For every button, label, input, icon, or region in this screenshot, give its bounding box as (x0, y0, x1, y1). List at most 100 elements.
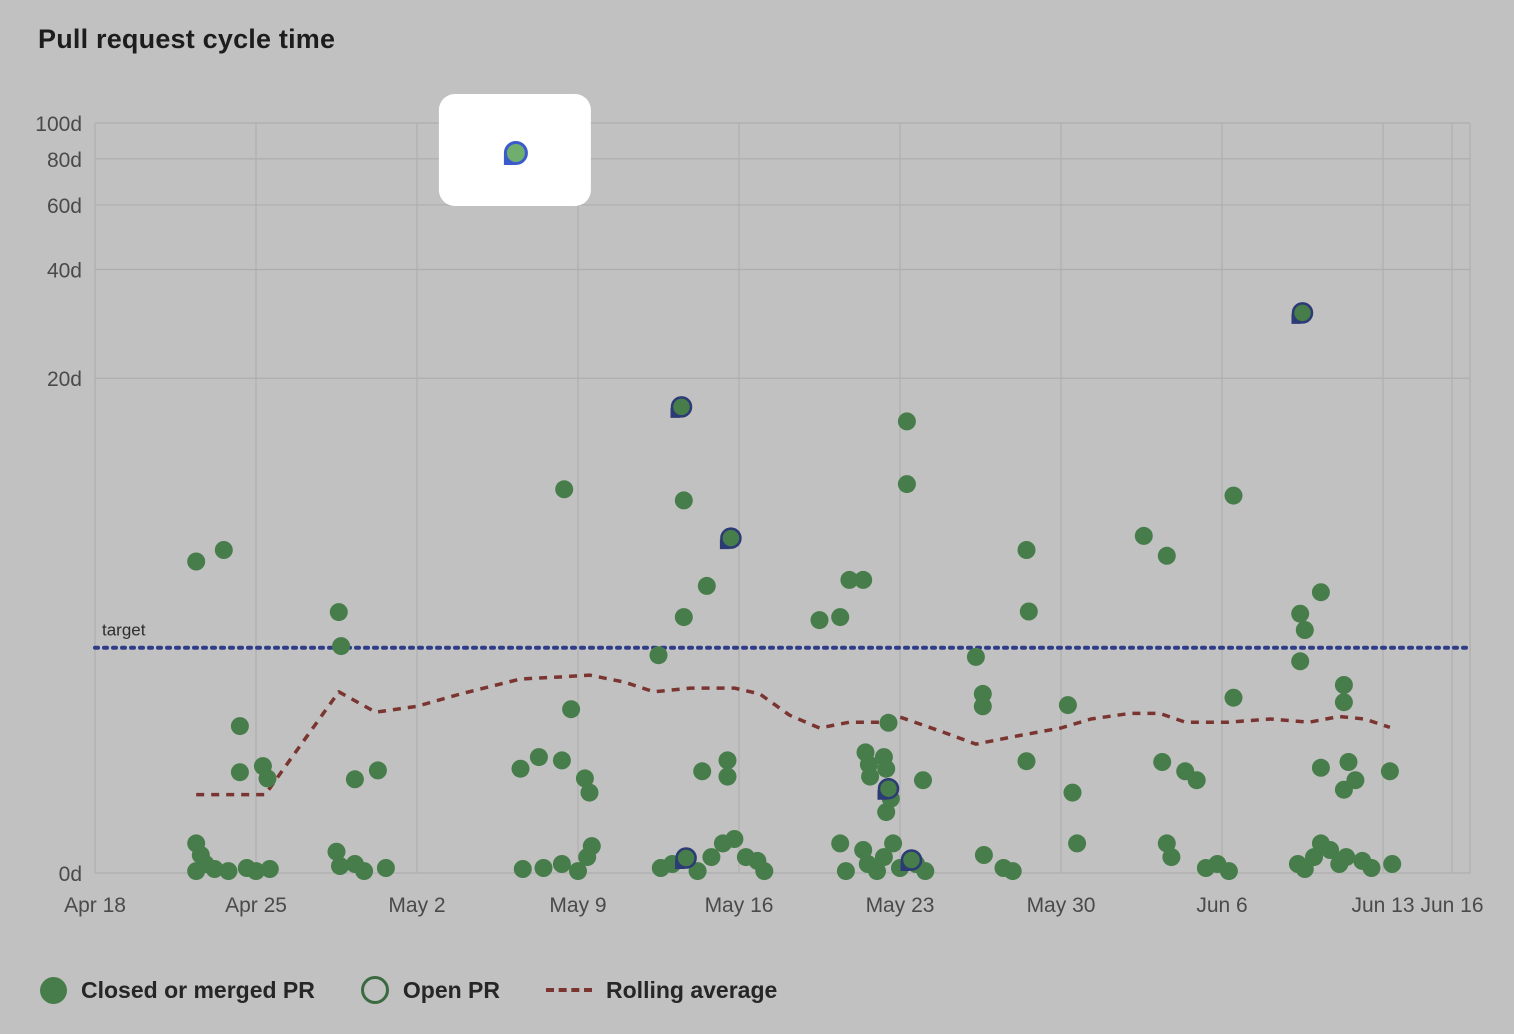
closed-pr-point[interactable] (331, 857, 349, 875)
closed-pr-point[interactable] (329, 603, 348, 622)
closed-pr-point[interactable] (332, 637, 351, 656)
closed-pr-point[interactable] (879, 713, 898, 732)
closed-pr-point[interactable] (187, 862, 206, 881)
closed-pr-point[interactable] (1305, 848, 1323, 867)
closed-pr-point[interactable] (1058, 696, 1077, 715)
closed-pr-point[interactable] (205, 860, 224, 878)
highlighted-open-pr-point[interactable] (503, 141, 528, 165)
closed-pr-point[interactable] (718, 751, 737, 770)
closed-pr-point[interactable] (534, 859, 553, 877)
open-pr-point[interactable] (720, 527, 742, 549)
closed-pr-point[interactable] (854, 570, 873, 589)
closed-pr-point[interactable] (755, 862, 774, 881)
closed-pr-point[interactable] (874, 848, 893, 867)
closed-pr-point[interactable] (368, 761, 387, 780)
closed-pr-point[interactable] (718, 767, 737, 786)
closed-pr-point[interactable] (897, 475, 916, 494)
closed-pr-point[interactable] (1134, 526, 1153, 545)
legend-item-open[interactable]: Open PR (360, 976, 500, 1004)
closed-pr-point[interactable] (345, 770, 364, 789)
closed-pr-point[interactable] (513, 860, 532, 878)
closed-pr-point[interactable] (693, 762, 712, 781)
closed-pr-point[interactable] (1311, 583, 1330, 602)
closed-pr-point[interactable] (884, 834, 903, 853)
closed-pr-point[interactable] (1219, 862, 1238, 881)
legend-item-closed[interactable]: Closed or merged PR (40, 976, 315, 1004)
closed-pr-point[interactable] (1063, 783, 1082, 802)
closed-pr-point[interactable] (836, 862, 855, 881)
closed-pr-point[interactable] (674, 608, 693, 627)
closed-pr-point[interactable] (529, 748, 548, 767)
closed-pr-point[interactable] (974, 846, 993, 864)
closed-pr-point[interactable] (1311, 758, 1330, 777)
closed-pr-point[interactable] (810, 611, 829, 630)
closed-pr-point[interactable] (555, 480, 574, 499)
closed-pr-point[interactable] (674, 491, 693, 510)
open-pr-point[interactable] (900, 849, 923, 871)
closed-pr-point[interactable] (868, 862, 886, 881)
closed-pr-point[interactable] (569, 862, 587, 881)
closed-pr-point[interactable] (258, 769, 277, 788)
closed-pr-point[interactable] (511, 759, 530, 778)
closed-pr-point[interactable] (831, 834, 850, 853)
closed-pr-point[interactable] (688, 862, 707, 881)
closed-pr-point[interactable] (230, 717, 249, 736)
closed-pr-point[interactable] (1383, 855, 1402, 873)
closed-pr-point[interactable] (575, 769, 594, 788)
open-pr-point[interactable] (675, 847, 697, 869)
closed-pr-point[interactable] (1224, 688, 1243, 707)
closed-pr-point[interactable] (1019, 602, 1038, 621)
closed-pr-point[interactable] (1321, 841, 1340, 859)
closed-pr-point[interactable] (1157, 546, 1176, 565)
closed-pr-point[interactable] (1224, 486, 1243, 505)
closed-pr-point[interactable] (725, 830, 744, 848)
closed-pr-point[interactable] (355, 862, 374, 881)
closed-pr-point[interactable] (260, 860, 279, 878)
closed-pr-point[interactable] (1291, 652, 1310, 671)
closed-pr-point[interactable] (1157, 834, 1176, 853)
closed-pr-point[interactable] (1153, 753, 1172, 771)
closed-pr-point[interactable] (219, 862, 238, 881)
open-pr-point[interactable] (1291, 302, 1314, 324)
closed-pr-point[interactable] (247, 862, 265, 881)
closed-pr-point[interactable] (562, 700, 581, 719)
closed-pr-point[interactable] (831, 608, 850, 627)
closed-pr-point[interactable] (973, 697, 992, 716)
open-pr-point[interactable] (877, 777, 900, 800)
closed-pr-point[interactable] (1337, 848, 1356, 867)
closed-pr-point[interactable] (552, 855, 571, 873)
closed-pr-point[interactable] (1017, 541, 1036, 559)
closed-pr-point[interactable] (897, 412, 916, 431)
closed-pr-point[interactable] (914, 771, 932, 790)
closed-pr-point[interactable] (1162, 848, 1181, 867)
closed-pr-point[interactable] (1003, 862, 1022, 881)
closed-pr-point[interactable] (230, 763, 249, 782)
closed-pr-point[interactable] (1346, 771, 1365, 790)
closed-pr-point[interactable] (1380, 762, 1399, 781)
closed-pr-point[interactable] (649, 646, 668, 665)
closed-pr-point[interactable] (916, 862, 935, 881)
closed-pr-point[interactable] (327, 842, 346, 861)
closed-pr-point[interactable] (840, 570, 859, 589)
closed-pr-point[interactable] (702, 848, 721, 867)
closed-pr-point[interactable] (552, 751, 571, 770)
closed-pr-point[interactable] (1291, 604, 1310, 623)
closed-pr-point[interactable] (877, 759, 896, 778)
closed-pr-point[interactable] (214, 541, 233, 559)
closed-pr-point[interactable] (1362, 859, 1381, 877)
closed-pr-point[interactable] (1017, 752, 1036, 771)
closed-pr-point[interactable] (1339, 753, 1358, 771)
closed-pr-point[interactable] (697, 576, 716, 595)
closed-pr-point[interactable] (1334, 693, 1353, 712)
closed-pr-point[interactable] (1187, 771, 1206, 790)
legend-item-rolling[interactable]: Rolling average (546, 977, 777, 1004)
closed-pr-point[interactable] (973, 684, 992, 703)
closed-pr-point[interactable] (966, 647, 985, 666)
closed-pr-point[interactable] (854, 841, 873, 859)
closed-pr-point[interactable] (1334, 676, 1353, 694)
closed-pr-point[interactable] (187, 552, 206, 571)
open-pr-point[interactable] (670, 396, 693, 418)
closed-pr-point[interactable] (580, 783, 599, 802)
closed-pr-point[interactable] (376, 859, 395, 877)
closed-pr-point[interactable] (1295, 621, 1314, 639)
